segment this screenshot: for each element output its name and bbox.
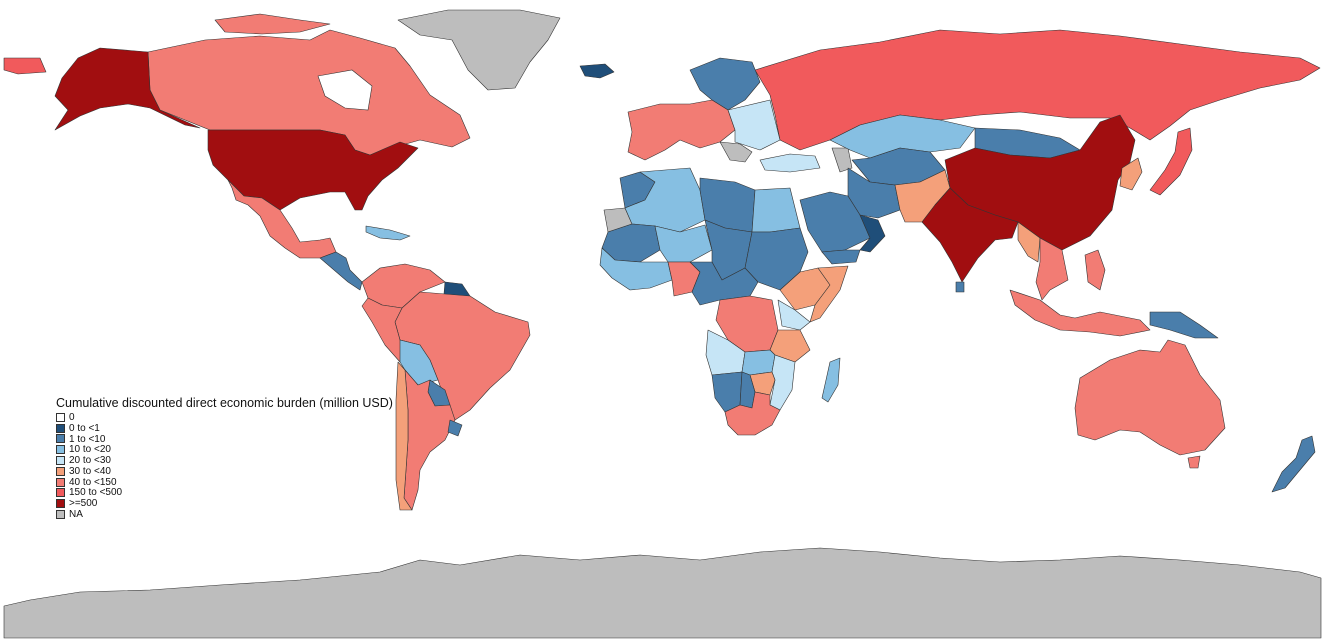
legend-item: 40 to <150 — [56, 477, 393, 488]
legend-swatch — [56, 499, 65, 509]
country-korea — [1119, 157, 1143, 191]
legend-swatch — [56, 466, 65, 476]
legend-label: 1 to <10 — [69, 433, 106, 445]
legend-label: 0 to <1 — [69, 422, 100, 434]
legend-label: >=500 — [69, 498, 98, 510]
country-alaska — [54, 47, 201, 131]
country-west-africa — [599, 247, 673, 291]
country-uruguay — [447, 419, 463, 437]
country-south-africa — [724, 391, 781, 436]
country-kenya — [777, 299, 811, 331]
legend-item: 20 to <30 — [56, 455, 393, 466]
legend-item: 150 to <500 — [56, 487, 393, 499]
country-russia — [754, 29, 1321, 151]
legend-item: 30 to <40 — [56, 466, 393, 477]
legend-label: 0 — [69, 411, 75, 423]
legend-swatch — [56, 456, 65, 466]
legend-swatch — [56, 445, 65, 455]
country-sri-lanka — [955, 281, 965, 293]
country-zambia — [741, 349, 776, 376]
country-eastern-europe — [727, 99, 781, 151]
country-western-europe — [627, 99, 736, 161]
legend-label: 150 to <500 — [69, 487, 123, 499]
legend-item: 0 — [56, 412, 393, 423]
legend-label: 20 to <30 — [69, 455, 111, 467]
country-oman — [859, 214, 886, 253]
country-japan — [1149, 127, 1193, 196]
country-caucasus — [831, 147, 853, 173]
country-india — [921, 187, 1019, 283]
legend-item: 0 to <1 — [56, 423, 393, 434]
country-canada-arctic — [214, 13, 331, 35]
country-scandinavia — [689, 57, 761, 111]
hudson-bay — [317, 69, 373, 111]
legend-swatch — [56, 510, 65, 520]
country-greenland — [397, 9, 561, 91]
legend-item: >=500 — [56, 498, 393, 509]
legend-label: 40 to <150 — [69, 476, 117, 488]
country-yemen — [821, 249, 861, 265]
country-russia-west-edge — [3, 57, 47, 75]
country-caribbean — [365, 225, 411, 241]
country-antarctica — [3, 547, 1322, 639]
country-madagascar — [821, 357, 841, 403]
country-tasmania — [1187, 455, 1201, 469]
legend-swatch — [56, 488, 65, 498]
country-turkey — [759, 153, 821, 173]
country-balkans — [719, 141, 753, 163]
legend-swatch — [56, 434, 65, 444]
legend-swatch — [56, 423, 65, 433]
legend-label: 10 to <20 — [69, 444, 111, 456]
country-myanmar — [1017, 221, 1041, 263]
country-indonesia — [1009, 289, 1151, 337]
country-kazakhstan — [829, 114, 976, 159]
country-papua-new-guinea — [1149, 311, 1219, 339]
country-central-america — [319, 251, 363, 291]
country-new-zealand — [1271, 435, 1316, 493]
legend-label: NA — [69, 509, 83, 521]
country-somalia — [809, 265, 849, 323]
country-philippines — [1084, 249, 1106, 291]
country-southeast-asia — [1035, 237, 1069, 301]
legend-item: 1 to <10 — [56, 434, 393, 445]
country-niger — [654, 224, 713, 263]
country-egypt — [751, 187, 801, 233]
legend-swatch — [56, 412, 65, 422]
country-australia — [1074, 339, 1226, 456]
legend-swatch — [56, 477, 65, 487]
legend-label: 30 to <40 — [69, 465, 111, 477]
legend-item: 10 to <20 — [56, 444, 393, 455]
country-iceland — [579, 63, 615, 79]
country-chile — [395, 361, 413, 511]
legend-title: Cumulative discounted direct economic bu… — [56, 396, 393, 410]
map-legend: Cumulative discounted direct economic bu… — [56, 396, 393, 520]
legend-item: NA — [56, 509, 393, 520]
